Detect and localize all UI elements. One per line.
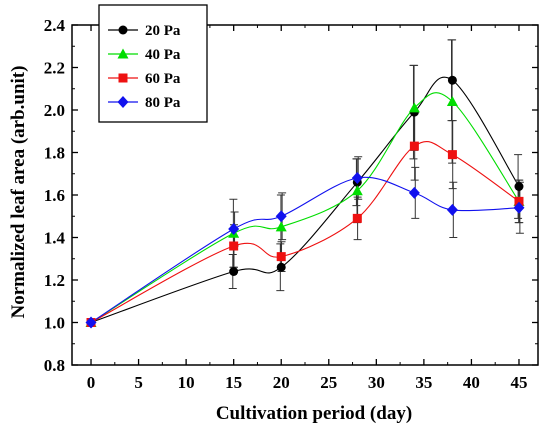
y-tick-label: 2.4 [44,16,66,35]
legend-label-20-pa: 20 Pa [145,23,181,39]
data-point-60-pa [276,252,286,262]
legend: 20 Pa 40 Pa 60 Pa 80 Pa [98,4,208,123]
y-tick-label: 1.4 [44,229,66,248]
data-point-60-pa [447,150,457,160]
data-point-40-pa [446,96,458,106]
series-line-60-pa [90,141,520,323]
x-tick-label: 25 [320,373,337,392]
y-axis-title: Normalized leaf area (arb.unit) [8,66,29,319]
data-point-80-pa [275,210,287,223]
x-tick-label: 10 [178,373,195,392]
x-tick-label: 35 [415,373,432,392]
data-point-60-pa [352,213,362,223]
x-tick-label: 40 [463,373,480,392]
y-tick-label: 0.8 [44,356,65,375]
data-point-40-pa [275,221,287,232]
legend-label-80-pa: 80 Pa [145,95,181,111]
series-line-80-pa [90,176,520,323]
legend-box [98,4,208,123]
y-tick-label: 1.6 [44,186,65,205]
series-markers [85,75,525,329]
data-point-60-pa [514,196,524,206]
legend-marker-40-pa [117,48,129,59]
x-axis-title: Cultivation period (day) [216,403,412,424]
data-point-20-pa [276,262,286,272]
x-tick-label: 30 [368,373,385,392]
x-tick-label: 15 [225,373,242,392]
data-point-60-pa [229,241,239,251]
data-point-80-pa [446,203,458,216]
x-tick-label: 5 [134,373,143,392]
y-tick-label: 2.2 [44,59,65,78]
error-bars [228,39,524,292]
data-point-80-pa [228,223,240,235]
data-point-80-pa [351,172,363,184]
axes: 0 5 10 15 20 25 30 35 40 45 0.8 1.0 1.2 1.4 1.6 1.8 2.0 2… [44,16,539,392]
data-point-40-pa [408,102,420,113]
data-point-60-pa [409,141,419,151]
y-tick-label: 2.0 [44,101,65,120]
legend-marker-80-pa [117,96,129,108]
data-point-20-pa [514,182,524,191]
x-tick-label: 20 [273,373,290,392]
legend-label-60-pa: 60 Pa [145,71,181,87]
data-point-80-pa [513,201,525,214]
data-point-80-pa [85,316,97,329]
data-point-40-pa [351,185,363,196]
y-tick-label: 1.8 [44,144,65,163]
legend-marker-60-pa [118,73,128,83]
legend-marker-20-pa [118,25,128,35]
x-tick-label: 45 [510,373,527,392]
legend-label-40-pa: 40 Pa [145,47,181,63]
data-point-80-pa [408,186,420,199]
y-tick-label: 1.0 [44,314,65,333]
y-tick-label: 1.2 [44,271,65,290]
x-tick-label: 0 [87,373,96,392]
data-point-20-pa [447,75,457,85]
data-point-20-pa [229,267,239,276]
